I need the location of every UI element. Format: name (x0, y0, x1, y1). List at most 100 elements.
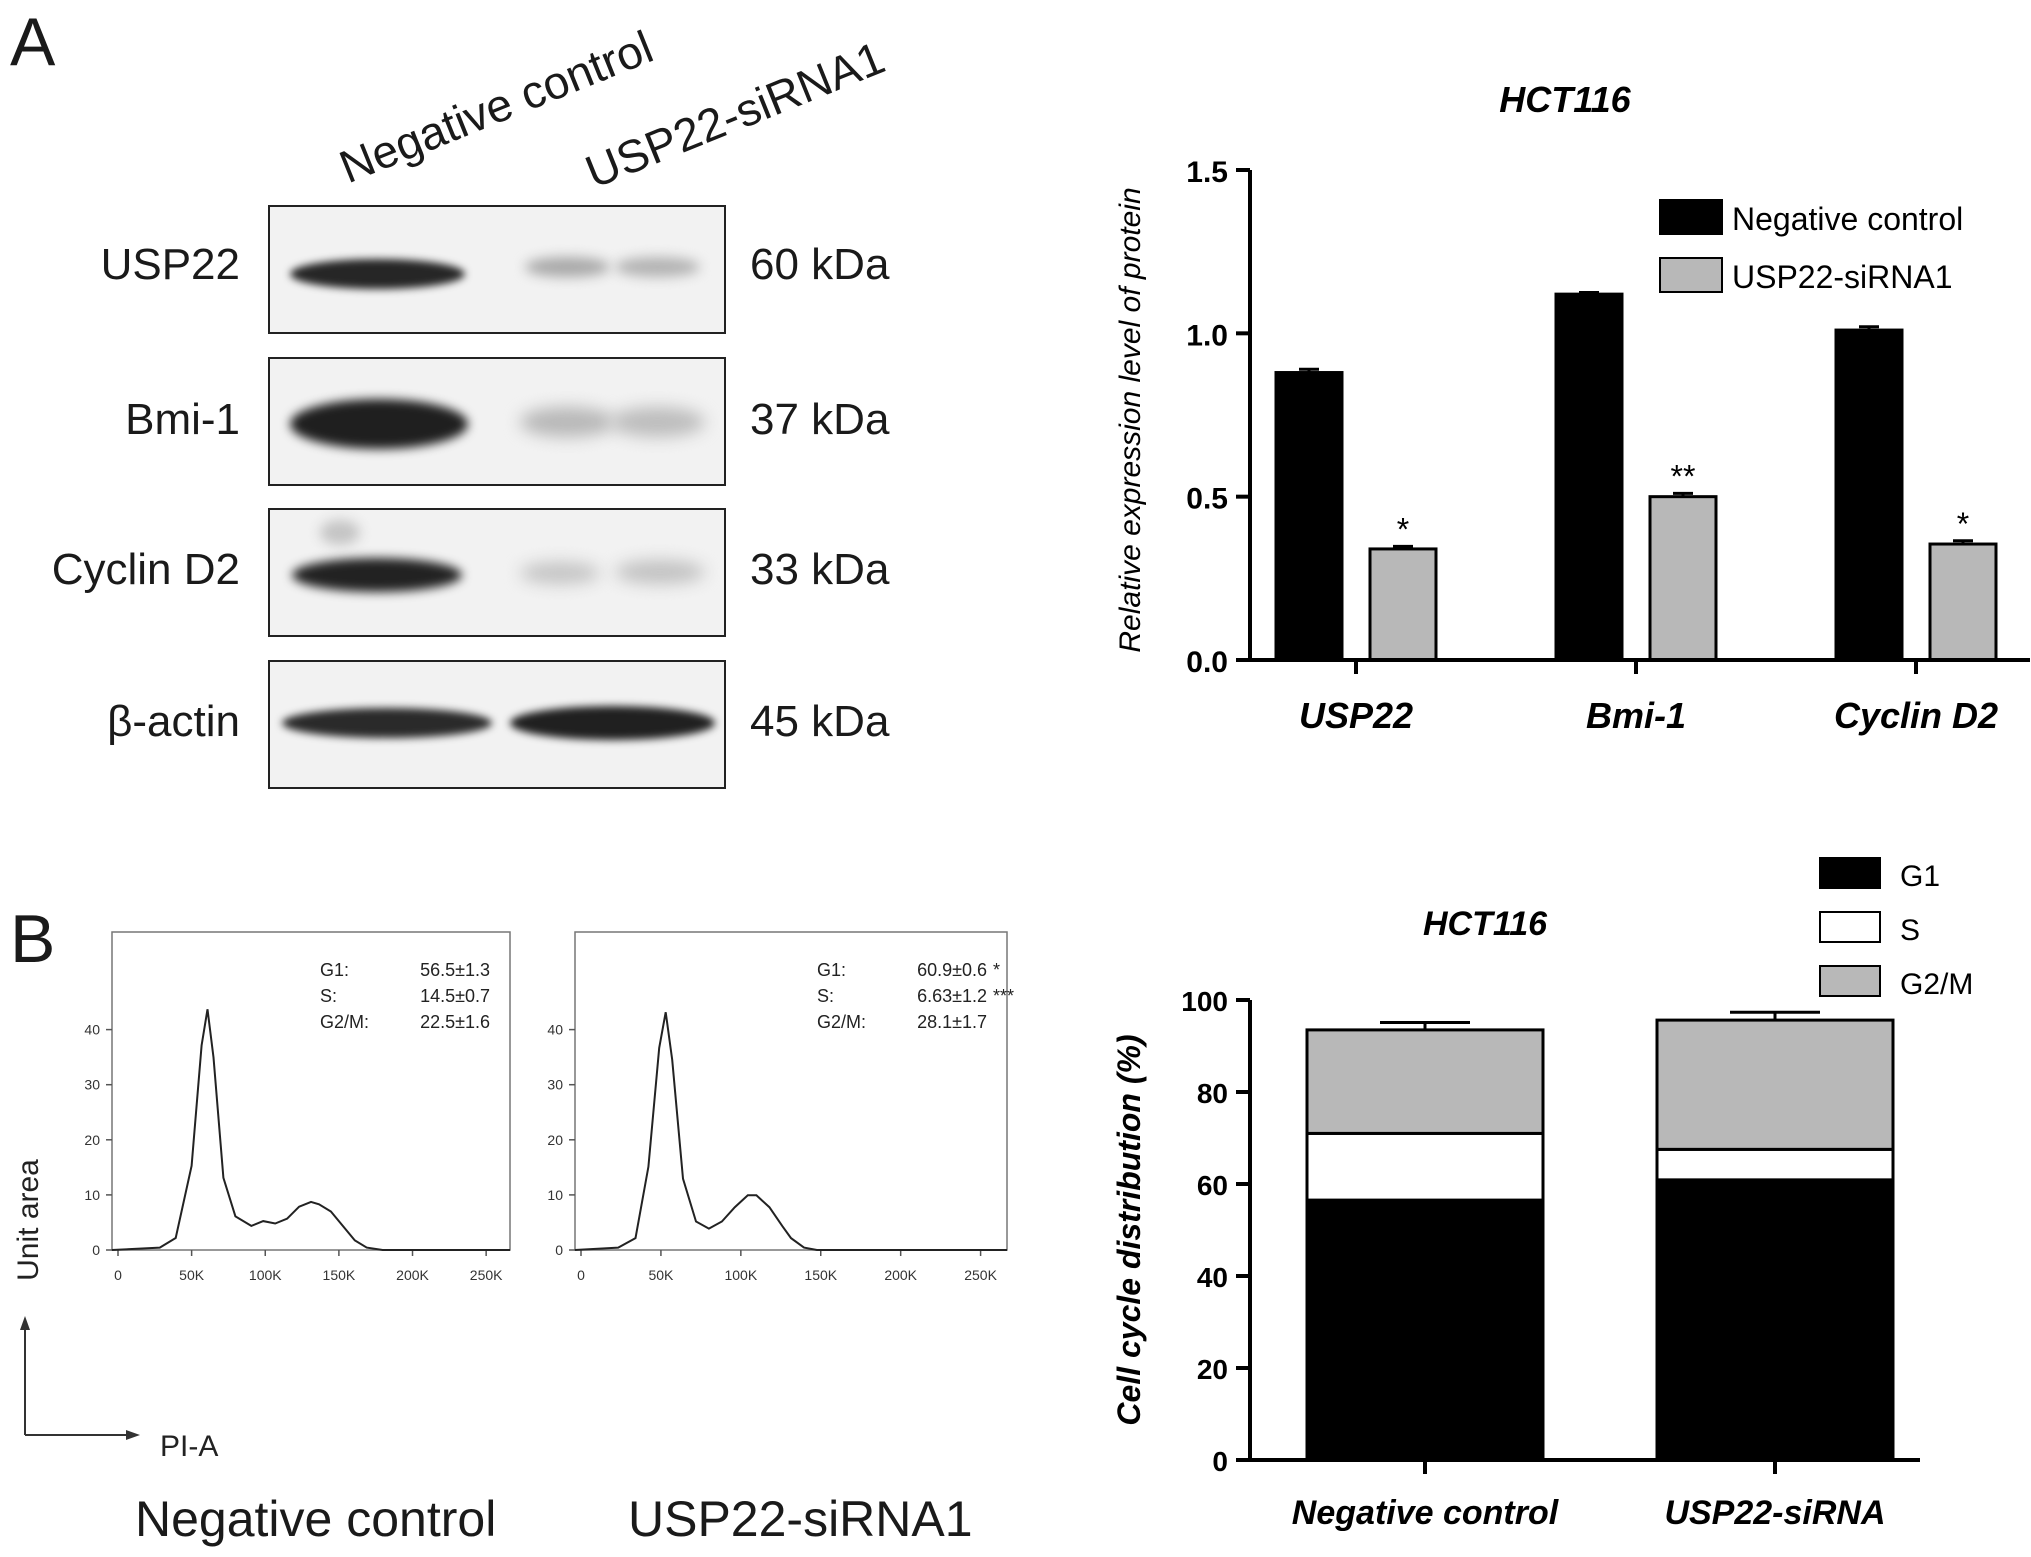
blot-protein-label: Cyclin D2 (51, 545, 240, 594)
y-tick-label: 80 (1197, 1078, 1228, 1109)
legend-swatch (1659, 199, 1723, 235)
flow-y-tick-label: 20 (547, 1132, 563, 1148)
flow-stat-label: G1: (817, 960, 846, 980)
protein-expression-chart: HCT116 Relative expression level of prote… (1114, 79, 2030, 736)
flow-x-tick-label: 0 (577, 1267, 585, 1283)
x-tick-label: USP22-siRNA (1664, 1494, 1885, 1532)
flow-x-tick-label: 200K (884, 1267, 917, 1283)
flow-panel-title: Negative control (135, 1491, 497, 1547)
chart-title: HCT116 (1499, 79, 1631, 120)
legend-swatch (1659, 257, 1723, 293)
flow-panel-title: USP22-siRNA1 (628, 1491, 973, 1547)
legend-label: Negative control (1732, 201, 1963, 237)
y-axis-label: Relative expression level of protein (1114, 187, 1147, 652)
significance-marker: * (1397, 511, 1409, 547)
flow-axis-arrowhead-up (20, 1316, 30, 1330)
chart-title: HCT116 (1423, 905, 1548, 943)
y-tick-label: 0.0 (1186, 646, 1228, 679)
blot-protein-label: Bmi-1 (125, 395, 240, 444)
bar (1554, 292, 1624, 662)
x-tick-label: Cyclin D2 (1834, 695, 1998, 736)
flow-stat-value: 22.5±1.6 (420, 1012, 490, 1032)
y-tick-label: 1.0 (1186, 319, 1228, 352)
blot-protein-label: β-actin (107, 697, 240, 746)
panel-b-label: B (10, 901, 56, 977)
flow-x-tick-label: 150K (323, 1267, 356, 1283)
flow-y-tick-label: 20 (84, 1132, 100, 1148)
legend-label: S (1900, 914, 1920, 947)
significance-marker: * (1957, 506, 1969, 542)
y-tick-label: 0.5 (1186, 483, 1228, 516)
flow-stat-value: 28.1±1.7 (917, 1012, 987, 1032)
flow-plot-frame (111, 931, 511, 1251)
flow-stat-value: 56.5±1.3 (420, 960, 490, 980)
legend-swatch (1819, 965, 1881, 997)
legend-label: G2/M (1900, 968, 1973, 1001)
bar (1368, 547, 1438, 662)
y-tick-label: 40 (1197, 1262, 1228, 1293)
legend-label: G1 (1900, 860, 1940, 893)
flow-x-tick-label: 0 (114, 1267, 122, 1283)
flow-cytometry-panels: Unit area PI-A 0 10 20 30 40 0 50K 100K 150K 200K… (12, 931, 1014, 1463)
legend-label: USP22-siRNA1 (1732, 259, 1953, 295)
flow-stat-label: S: (817, 986, 834, 1006)
bar (1834, 328, 1904, 662)
blot-size-label: 45 kDa (750, 697, 890, 746)
stacked-bar-segment (1655, 1018, 1895, 1151)
flow-stat-significance: * (993, 960, 1000, 980)
flow-y-tick-label: 0 (555, 1242, 563, 1258)
flow-x-tick-label: 200K (396, 1267, 429, 1283)
flow-axis-arrowhead-right (126, 1430, 140, 1440)
flow-stat-value: 6.63±1.2 (917, 986, 987, 1006)
flow-y-tick-label: 30 (84, 1077, 100, 1093)
blot-image (268, 508, 726, 637)
blot-image (268, 205, 726, 334)
flow-y-tick-label: 0 (92, 1242, 100, 1258)
y-tick-label: 1.5 (1186, 156, 1228, 189)
flow-y-tick-label: 30 (547, 1077, 563, 1093)
stacked-bar-segment (1305, 1028, 1545, 1135)
flow-y-tick-label: 40 (84, 1022, 100, 1038)
y-axis-label: Cell cycle distribution (%) (1111, 1034, 1147, 1425)
flow-x-tick-label: 250K (964, 1267, 997, 1283)
x-tick-label: Bmi-1 (1586, 695, 1686, 736)
flow-stat-value: 14.5±0.7 (420, 986, 490, 1006)
bar (1274, 371, 1344, 662)
flow-plot-frame (574, 931, 1008, 1251)
dna-histogram-curve (111, 1009, 510, 1251)
x-tick-label: Negative control (1292, 1494, 1560, 1532)
bar (1928, 542, 1998, 662)
flow-x-tick-label: 100K (249, 1267, 282, 1283)
stacked-bar-segment (1305, 1198, 1545, 1462)
cell-cycle-chart: HCT116 Cell cycle distribution (%) 0 20 40 60… (1111, 857, 1973, 1532)
stacked-bar-segment (1655, 1178, 1895, 1462)
y-tick-label: 100 (1181, 986, 1228, 1017)
flow-y-tick-label: 40 (547, 1022, 563, 1038)
y-tick-label: 60 (1197, 1170, 1228, 1201)
flow-y-tick-label: 10 (84, 1187, 100, 1203)
flow-stat-label: G2/M: (817, 1012, 866, 1032)
blot-size-label: 33 kDa (750, 545, 890, 594)
x-tick-label: USP22 (1299, 695, 1413, 736)
flow-x-tick-label: 50K (648, 1267, 674, 1283)
flow-stat-label: S: (320, 986, 337, 1006)
significance-marker: ** (1671, 458, 1696, 494)
stacked-bar-segment (1305, 1131, 1545, 1202)
flow-x-tick-label: 250K (470, 1267, 503, 1283)
flow-x-axis-label: PI-A (160, 1430, 218, 1463)
panel-a-label: A (10, 4, 56, 80)
blot-size-label: 37 kDa (750, 395, 890, 444)
flow-stat-label: G2/M: (320, 1012, 369, 1032)
flow-x-tick-label: 150K (804, 1267, 837, 1283)
legend-swatch (1819, 857, 1881, 889)
blot-image (268, 660, 726, 789)
y-tick-label: 0 (1212, 1446, 1228, 1477)
legend-swatch (1819, 911, 1881, 943)
flow-stat-label: G1: (320, 960, 349, 980)
flow-x-tick-label: 100K (724, 1267, 757, 1283)
flow-stat-value: 60.9±0.6 (917, 960, 987, 980)
bar (1648, 495, 1718, 662)
flow-y-tick-label: 10 (547, 1187, 563, 1203)
flow-y-axis-label: Unit area (12, 1159, 45, 1281)
stacked-bar-segment (1655, 1147, 1895, 1182)
